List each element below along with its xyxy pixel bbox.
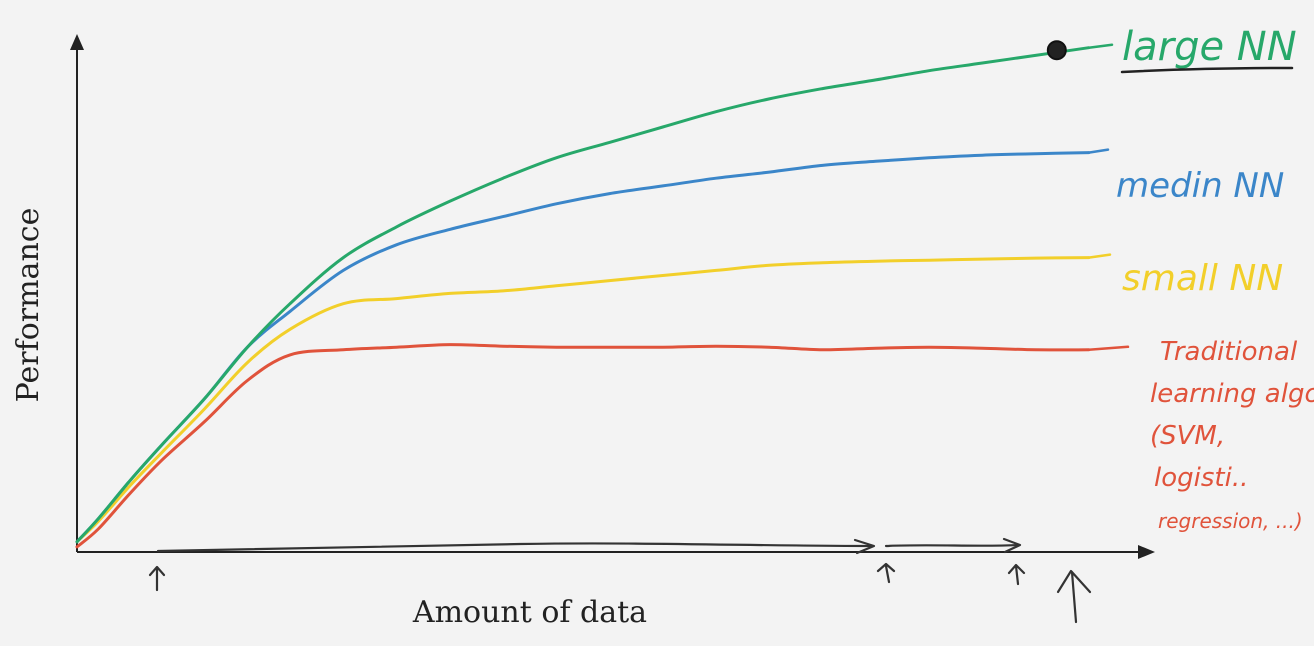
traditional-label-line: Traditional xyxy=(1160,337,1298,367)
traditional-label-line: logisti.. xyxy=(1154,463,1248,493)
range-arrow-long xyxy=(156,542,874,553)
label-medium-nn: medin NN xyxy=(1116,166,1284,206)
traditional-label-line: (SVM, xyxy=(1150,421,1225,451)
large-nn-endpoint-marker xyxy=(1046,40,1067,61)
label-leaders xyxy=(1087,43,1130,352)
large-nn-underline xyxy=(1120,66,1294,74)
series-line-large-nn xyxy=(75,46,1091,544)
data-range-annotations xyxy=(148,537,1092,624)
traditional-label-line: learning algo xyxy=(1150,379,1314,409)
leader-large-nn xyxy=(1087,43,1114,49)
leader-traditional xyxy=(1087,345,1130,352)
label-large-nn: large NN xyxy=(1122,24,1297,70)
x-axis-arrowhead xyxy=(1138,545,1155,559)
range-arrow-short xyxy=(884,543,1020,548)
range-arrow-long-head xyxy=(853,538,876,555)
series-line-small-nn xyxy=(75,256,1091,544)
y-axis-label: Performance xyxy=(11,208,46,403)
tick-arrow-2 xyxy=(876,562,896,584)
label-small-nn: small NN xyxy=(1122,258,1283,299)
label-traditional-learning: Traditional learning algo (SVM, logisti.. re… xyxy=(1150,337,1314,533)
x-axis-label: Amount of data xyxy=(412,595,647,630)
series-line-traditional xyxy=(75,343,1091,549)
tick-arrow-3 xyxy=(1007,563,1026,586)
tick-arrow-1 xyxy=(148,565,166,592)
series-lines xyxy=(75,46,1091,549)
axes xyxy=(70,34,1155,559)
leader-medium-nn xyxy=(1087,148,1110,154)
series-labels: large NN medin NN small NN Traditional le… xyxy=(1116,24,1314,533)
range-arrow-short-head xyxy=(1002,537,1022,554)
traditional-label-line: regression, ...) xyxy=(1158,509,1303,533)
tick-arrow-4 xyxy=(1056,569,1092,624)
leader-small-nn xyxy=(1087,253,1112,259)
y-axis-arrowhead xyxy=(70,34,84,50)
